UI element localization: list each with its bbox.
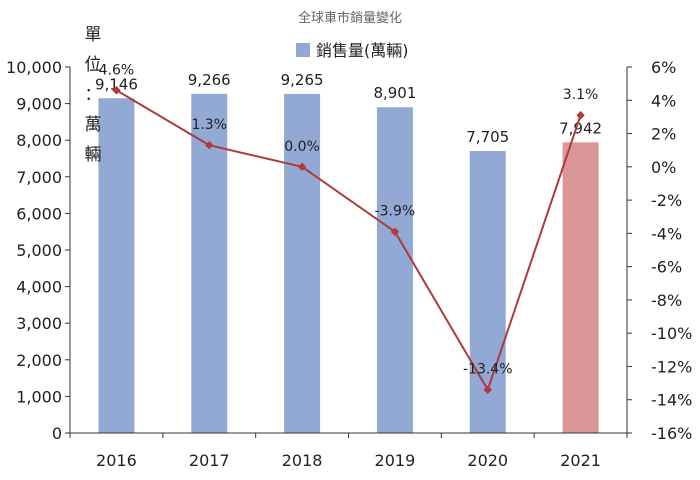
unit-label-char: ： (84, 85, 102, 105)
growth-point (576, 111, 585, 120)
x-tick-label: 2016 (96, 451, 137, 470)
growth-polyline (115, 89, 582, 393)
growth-point (205, 140, 214, 150)
left-tick-label: 6,000 (16, 204, 62, 223)
growth-label: 4.6% (99, 62, 135, 78)
right-tick-label: -2% (651, 191, 682, 210)
growth-line: 4.6% 1.3% 0.0% -3.9% -13.4% 3.1% (99, 62, 599, 394)
legend-swatch (296, 43, 310, 57)
left-axis-ticks: 0 1,000 2,000 3,000 4,000 5,000 6,000 7,000 8,00… (6, 58, 70, 443)
bars: 9,146 9,266 9,265 8,901 7,705 7,942 (95, 71, 602, 434)
unit-label-char: 位 (84, 55, 102, 75)
left-tick-label: 3,000 (16, 314, 62, 333)
left-tick-label: 2,000 (16, 351, 62, 370)
chart-title: 全球車市銷量變化 (298, 10, 402, 26)
right-tick-label: -6% (651, 258, 682, 277)
right-tick-label: -10% (651, 324, 692, 343)
bar-value-label: 9,266 (188, 71, 231, 89)
unit-label-char: 輛 (84, 145, 102, 165)
growth-label: -13.4% (463, 362, 513, 378)
right-axis-ticks: -16% -14% -12% -10% -8% -6% -4% -2% 0% 2% 4% 6% (627, 58, 692, 443)
left-tick-label: 1,000 (16, 387, 62, 406)
bar-value-label: 7,705 (466, 128, 509, 146)
unit-label: 單位 ： 萬輛 (80, 20, 106, 170)
right-tick-label: -12% (651, 357, 692, 376)
x-axis-ticks: 2016 2017 2018 2019 2020 2021 (69, 433, 628, 470)
bar-value-label: 9,265 (281, 71, 324, 89)
growth-point (390, 227, 400, 236)
bar-value-label: 9,146 (95, 75, 138, 93)
bar-2021 (562, 142, 599, 433)
left-tick-label: 0 (52, 424, 62, 443)
growth-label: 3.1% (563, 87, 599, 103)
right-tick-label: 6% (651, 58, 676, 77)
right-tick-label: -4% (651, 224, 682, 243)
growth-label: -3.9% (375, 204, 416, 220)
legend: 銷售量(萬輛) (296, 41, 409, 60)
bar-2016 (98, 98, 135, 433)
growth-label: 1.3% (191, 117, 227, 133)
right-tick-label: 2% (651, 125, 676, 144)
bar-2019 (376, 107, 413, 434)
unit-label-char: 萬 (84, 115, 102, 135)
legend-label: 銷售量(萬輛) (316, 41, 409, 60)
growth-label: 0.0% (284, 139, 320, 155)
axes (69, 67, 628, 434)
x-tick-label: 2020 (467, 451, 508, 470)
left-tick-label: 7,000 (16, 168, 62, 187)
x-tick-label: 2018 (282, 451, 323, 470)
x-tick-label: 2017 (189, 451, 230, 470)
left-tick-label: 4,000 (16, 278, 62, 297)
growth-point (112, 86, 121, 95)
left-tick-label: 5,000 (16, 241, 62, 260)
x-tick-label: 2019 (375, 451, 416, 470)
left-tick-label: 9,000 (16, 95, 62, 114)
growth-point (483, 385, 492, 394)
bar-value-label: 8,901 (373, 84, 416, 102)
bar-value-label: 7,942 (559, 119, 602, 137)
growth-point (297, 162, 307, 172)
right-tick-label: -14% (651, 391, 692, 410)
right-tick-label: -8% (651, 291, 682, 310)
right-tick-label: 4% (651, 91, 676, 110)
left-tick-label: 8,000 (16, 131, 62, 150)
unit-label-char: 單 (84, 25, 102, 45)
bar-2018 (284, 93, 321, 433)
right-tick-label: 0% (651, 158, 676, 177)
right-tick-label: -16% (651, 424, 692, 443)
left-tick-label: 10,000 (6, 58, 62, 77)
x-tick-label: 2021 (560, 451, 601, 470)
bar-2017 (191, 93, 228, 433)
